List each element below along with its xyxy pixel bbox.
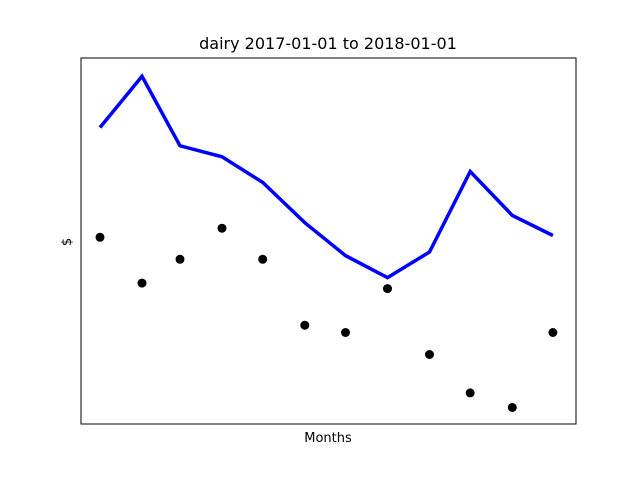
scatter-point-1 — [137, 278, 147, 288]
plot-area — [95, 73, 558, 412]
y-axis-label: $ — [60, 238, 75, 246]
scatter-point-4 — [258, 254, 268, 264]
chart-title: dairy 2017-01-01 to 2018-01-01 — [199, 34, 457, 53]
plot-frame — [80, 57, 577, 425]
scatter-point-7 — [383, 284, 392, 294]
scatter-point-10 — [507, 403, 517, 412]
scatter-point-6 — [341, 328, 350, 337]
scatter-point-3 — [217, 223, 227, 233]
scatter-point-11 — [548, 328, 558, 337]
scatter-point-0 — [95, 232, 105, 242]
scatter-point-2 — [175, 254, 185, 264]
series-line-0 — [98, 73, 554, 280]
scatter-point-8 — [425, 350, 434, 359]
scatter-point-9 — [465, 388, 475, 398]
x-axis-label: Months — [304, 431, 352, 446]
scatter-point-5 — [300, 320, 310, 330]
